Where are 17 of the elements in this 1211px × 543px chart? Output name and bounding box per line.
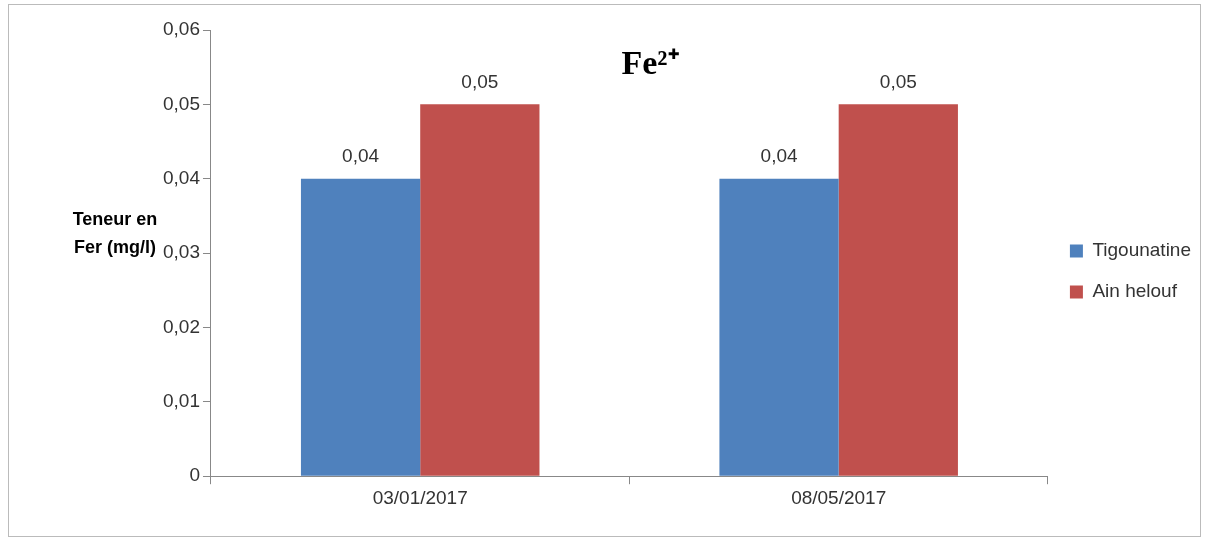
y-axis-title: Teneur en Fer (mg/l) <box>72 209 158 257</box>
y-tick-label: 0,06 <box>163 18 200 40</box>
data-label: 0,05 <box>879 71 917 93</box>
y-tick-label: 0,01 <box>163 390 200 412</box>
y-tick-label: 0,05 <box>163 92 200 114</box>
data-label: 0,04 <box>342 145 380 167</box>
y-tick-label: 0 <box>189 464 200 486</box>
x-tick-label: 03/01/2017 <box>372 486 468 508</box>
y-tick-label: 0,03 <box>163 241 200 263</box>
legend-label: Ain helouf <box>1092 280 1178 302</box>
legend-label: Tigounatine <box>1092 239 1191 261</box>
chart-title: Fe²⁺ <box>620 43 680 83</box>
y-tick-label: 0,02 <box>163 315 200 337</box>
y-tick-label: 0,04 <box>163 166 201 188</box>
data-label: 0,04 <box>760 145 798 167</box>
x-tick-label: 08/05/2017 <box>791 486 887 508</box>
data-label: 0,05 <box>461 71 499 93</box>
